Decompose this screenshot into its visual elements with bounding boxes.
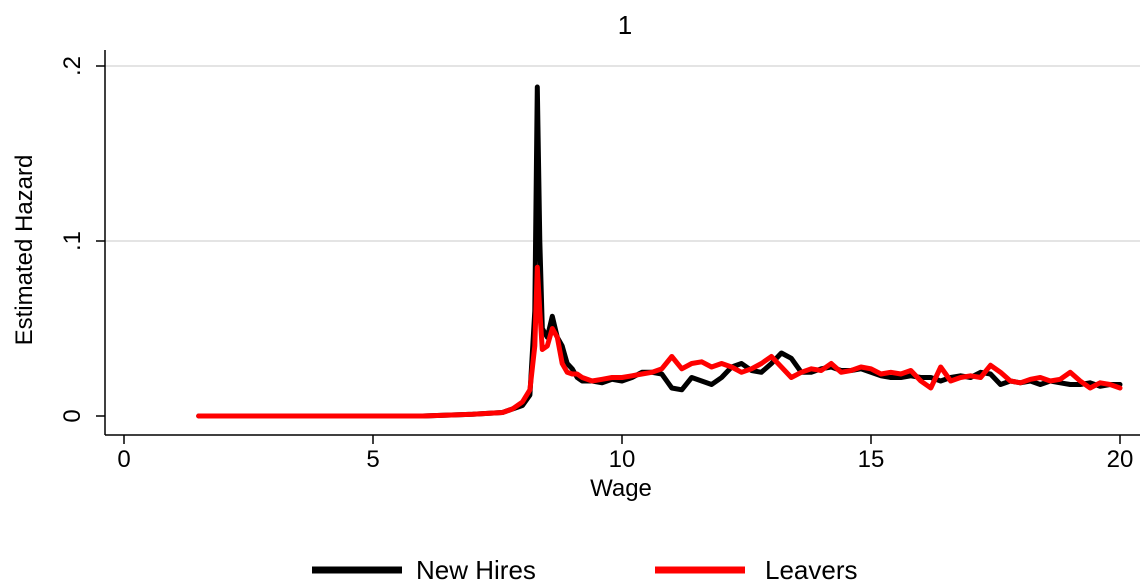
- y-tick-label-0: 0: [59, 409, 86, 422]
- y-tick-label-1: .1: [59, 231, 86, 251]
- y-axis-title: Estimated Hazard: [11, 155, 38, 346]
- gridlines: [105, 65, 1140, 242]
- legend-label-new-hires: New Hires: [416, 555, 536, 585]
- x-tick-label-3: 15: [858, 446, 885, 473]
- legend: New Hires Leavers: [312, 555, 858, 585]
- x-tick-label-0: 0: [117, 446, 130, 473]
- x-ticks: 0 5 10 15 20: [117, 435, 1133, 473]
- series-line-new-hires: [196, 84, 1123, 419]
- x-tick-label-1: 5: [366, 446, 379, 473]
- x-axis-title: Wage: [590, 475, 652, 502]
- legend-label-leavers: Leavers: [765, 555, 858, 585]
- y-tick-label-2: .2: [59, 56, 86, 76]
- chart-title: 1: [618, 10, 632, 40]
- x-tick-label-2: 10: [609, 446, 636, 473]
- series-line-leavers: [196, 264, 1123, 419]
- x-tick-label-4: 20: [1107, 446, 1134, 473]
- series-layer: [196, 84, 1123, 419]
- y-ticks: 0 .1 .2: [59, 56, 105, 423]
